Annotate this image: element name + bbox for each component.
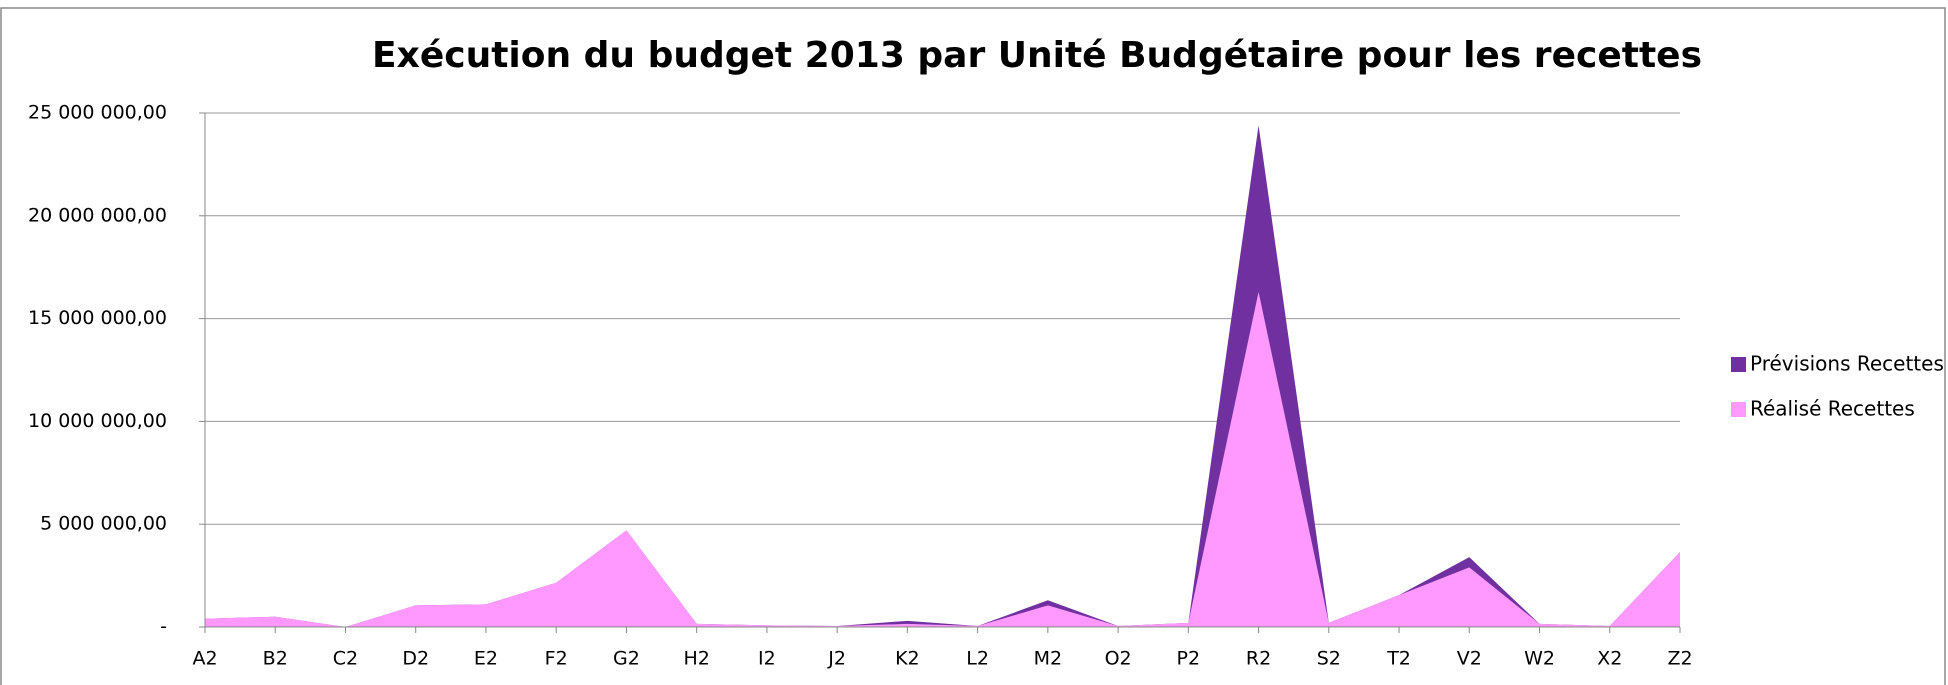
chart-frame — [0, 7, 1946, 685]
legend-swatch — [1731, 357, 1746, 372]
y-tick-label: 20 000 000,00 — [28, 204, 167, 226]
x-tick-label: L2 — [966, 648, 989, 670]
legend-label: Réalisé Recettes — [1750, 397, 1915, 421]
x-tick-label: A2 — [192, 648, 217, 670]
x-tick-label: W2 — [1524, 648, 1555, 670]
x-tick-label: M2 — [1034, 648, 1062, 670]
x-tick-label: V2 — [1457, 648, 1482, 670]
legend-swatch — [1731, 402, 1746, 417]
y-tick-label: - — [160, 616, 167, 638]
x-tick-label: E2 — [474, 648, 498, 670]
x-tick-label: K2 — [895, 648, 920, 670]
legend-label: Prévisions Recettes — [1750, 352, 1944, 376]
y-tick-label: 15 000 000,00 — [28, 307, 167, 329]
x-tick-label: R2 — [1246, 648, 1271, 670]
x-tick-label: D2 — [402, 648, 429, 670]
chart-title: Exécution du budget 2013 par Unité Budgé… — [372, 35, 1702, 76]
x-tick-label: P2 — [1177, 648, 1201, 670]
x-tick-label: O2 — [1105, 648, 1132, 670]
y-tick-label: 10 000 000,00 — [28, 410, 167, 432]
area — [205, 291, 1680, 627]
x-tick-label: G2 — [613, 648, 640, 670]
x-tick-label: X2 — [1597, 648, 1622, 670]
x-tick-label: Z2 — [1667, 648, 1692, 670]
x-tick-label: H2 — [683, 648, 709, 670]
y-tick-label: 5 000 000,00 — [40, 513, 167, 535]
x-tick-label: I2 — [758, 648, 776, 670]
x-tick-label: C2 — [333, 648, 358, 670]
x-tick-label: T2 — [1386, 648, 1411, 670]
area — [205, 125, 1680, 627]
x-tick-label: J2 — [827, 648, 846, 670]
x-tick-label: B2 — [263, 648, 288, 670]
y-tick-label: 25 000 000,00 — [28, 102, 167, 124]
x-tick-label: F2 — [545, 648, 568, 670]
x-tick-label: S2 — [1317, 648, 1341, 670]
